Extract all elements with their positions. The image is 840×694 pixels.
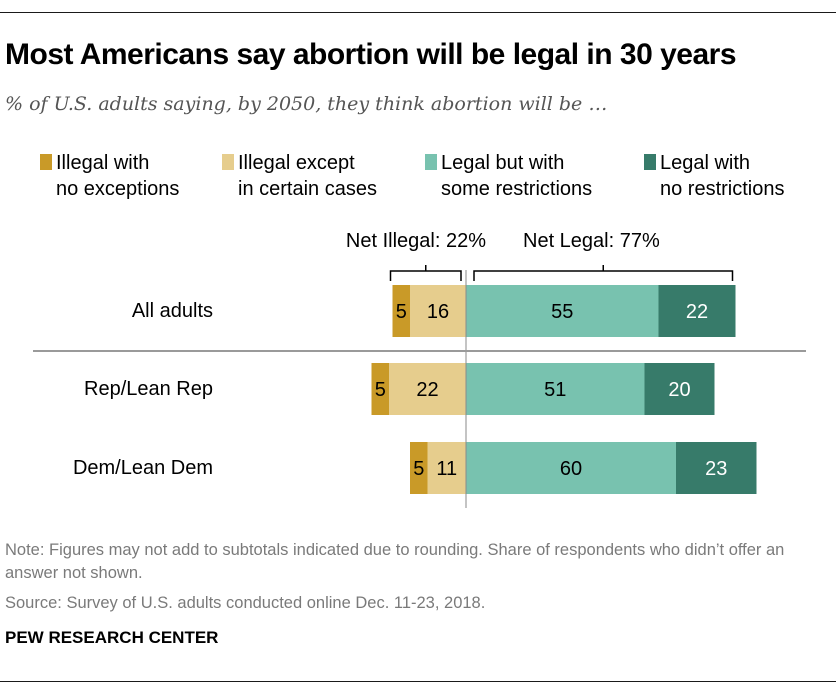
- legend-item-legal-some-restrictions: Legal but with some restrictions: [425, 150, 592, 202]
- legend-swatch: [644, 154, 656, 170]
- data-label: 60: [560, 458, 582, 480]
- legend-label: Illegal except in certain cases: [238, 152, 377, 200]
- category-label: All adults: [132, 300, 213, 322]
- chart-source: Source: Survey of U.S. adults conducted …: [5, 594, 486, 612]
- bar-segment: [466, 442, 676, 494]
- legend-swatch: [222, 154, 234, 170]
- data-label: 5: [396, 301, 407, 323]
- data-label: 5: [413, 458, 424, 480]
- data-label: 5: [375, 379, 386, 401]
- bottom-rule: [0, 681, 836, 682]
- bar-segment: [389, 363, 466, 415]
- bar-segment: [466, 363, 645, 415]
- bar-segment: [410, 285, 466, 337]
- chart-subtitle: % of U.S. adults saying, by 2050, they t…: [5, 93, 608, 115]
- bar-segment: [392, 285, 410, 337]
- data-label: 16: [427, 301, 449, 323]
- chart-title: Most Americans say abortion will be lega…: [5, 38, 737, 71]
- legend-item-illegal-except: Illegal except in certain cases: [222, 150, 377, 202]
- bar-segment: [676, 442, 757, 494]
- bar-segment: [427, 442, 466, 494]
- bar-segment: [658, 285, 736, 337]
- legend-label: Illegal with no exceptions: [56, 152, 180, 200]
- bar-segment: [466, 285, 659, 337]
- net-legal-bracket: [473, 265, 734, 281]
- category-label: Rep/Lean Rep: [84, 378, 213, 400]
- legend-item-legal-no-restrictions: Legal with no restrictions: [644, 150, 785, 202]
- bar-segment: [644, 363, 715, 415]
- net-legal-label: Net Legal: 77%: [523, 230, 660, 252]
- legend-label: Legal with no restrictions: [660, 152, 785, 200]
- data-label: 22: [686, 301, 708, 323]
- data-label: 51: [544, 379, 566, 401]
- category-label: Dem/Lean Dem: [73, 457, 213, 479]
- net-illegal-bracket: [389, 265, 462, 281]
- legend-swatch: [425, 154, 437, 170]
- net-illegal-label: Net Illegal: 22%: [346, 230, 486, 252]
- legend-swatch: [40, 154, 52, 170]
- data-label: 23: [705, 458, 727, 480]
- legend-label: Legal but with some restrictions: [441, 152, 593, 200]
- data-label: 55: [551, 301, 573, 323]
- data-label: 20: [668, 379, 690, 401]
- data-label: 22: [416, 379, 438, 401]
- bar-segment: [410, 442, 428, 494]
- brand-logo-text: PEW RESEARCH CENTER: [5, 628, 219, 647]
- legend-item-illegal-no-exceptions: Illegal with no exceptions: [40, 150, 179, 202]
- bar-segment: [371, 363, 389, 415]
- top-rule: [0, 12, 836, 13]
- chart-note: Note: Figures may not add to subtotals i…: [5, 541, 785, 582]
- data-label: 11: [436, 458, 457, 480]
